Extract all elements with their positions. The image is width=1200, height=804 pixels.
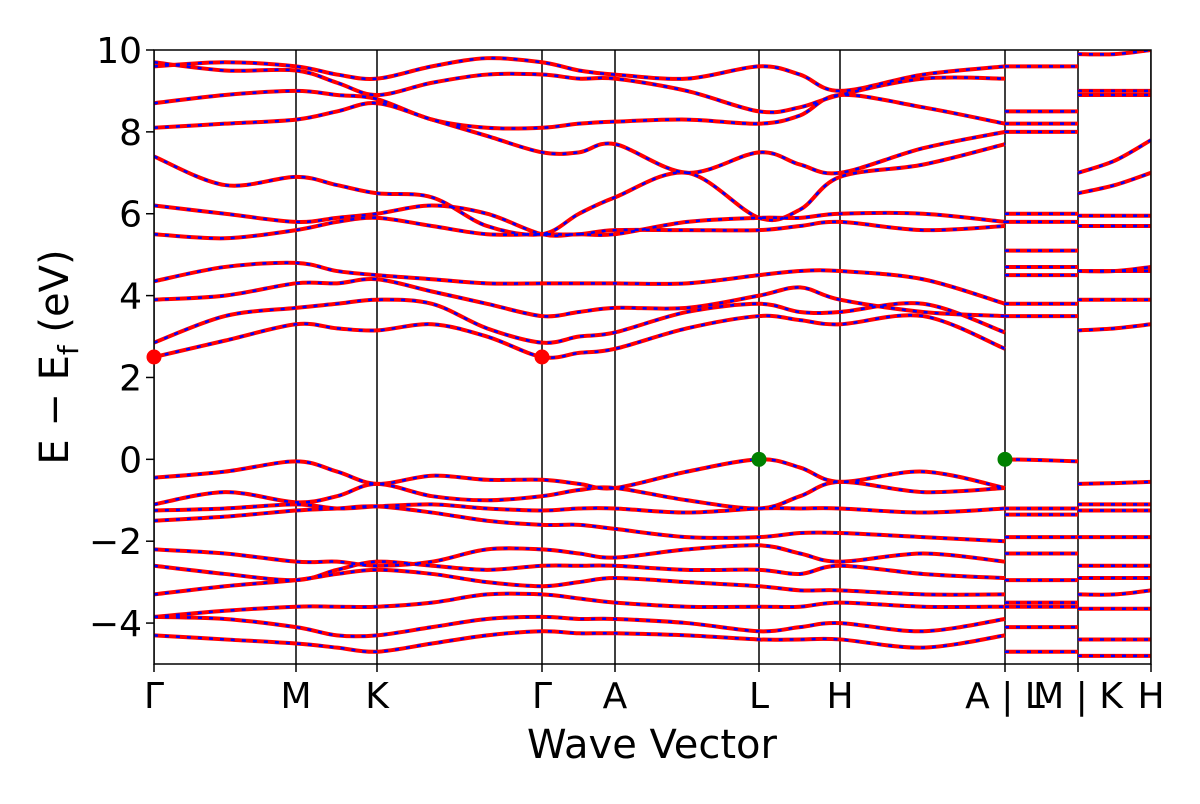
band [154, 629, 1151, 658]
band [154, 265, 1151, 318]
x-tick-label: Γ [144, 676, 164, 717]
y-tick-label: 6 [119, 195, 142, 236]
band [154, 480, 1151, 510]
y-tick-label: 10 [96, 31, 142, 72]
band-edge-marker [146, 349, 162, 365]
band [154, 560, 1151, 582]
band [154, 568, 1151, 604]
y-axis-label-sub: f [52, 344, 85, 355]
x-tick-label: K [365, 676, 390, 717]
band [154, 615, 1151, 641]
x-tick-label: M [280, 676, 311, 717]
band [154, 216, 1151, 252]
y-axis-label-unit: (eV) [32, 249, 78, 345]
x-tick-label: A [603, 676, 628, 717]
y-tick-label: 8 [119, 113, 142, 154]
y-tick-label: −4 [89, 604, 142, 645]
x-tick-label: Γ [532, 676, 552, 717]
band [154, 298, 1151, 345]
band [154, 314, 1151, 359]
band [154, 458, 1151, 490]
y-tick-label: 4 [119, 277, 142, 318]
band [154, 50, 1151, 93]
band-edge-marker [534, 349, 550, 365]
y-tick-label: 0 [119, 440, 142, 481]
band [154, 89, 1151, 130]
band [154, 101, 1151, 175]
x-tick-label: M | K [1033, 676, 1124, 717]
band [154, 505, 1151, 543]
band-edge-marker [751, 451, 767, 467]
x-tick-label: H [1137, 676, 1164, 717]
x-tick-label: H [826, 676, 853, 717]
band [154, 592, 1151, 619]
x-tick-label: A | L [965, 676, 1045, 717]
band [154, 543, 1151, 568]
band [154, 204, 1151, 237]
y-tick-label: −2 [89, 522, 142, 563]
x-axis-label: Wave Vector [527, 722, 778, 768]
band [154, 61, 1151, 114]
x-tick-label: L [749, 676, 769, 717]
y-axis-label-main: E − E [32, 355, 78, 465]
y-axis-label: E − Ef (eV) [32, 249, 85, 464]
band [154, 261, 1151, 305]
band [154, 503, 1151, 516]
band-edge-marker [997, 451, 1013, 467]
band [154, 142, 1151, 236]
y-tick-label: 2 [119, 358, 142, 399]
plot-area [154, 50, 1151, 664]
